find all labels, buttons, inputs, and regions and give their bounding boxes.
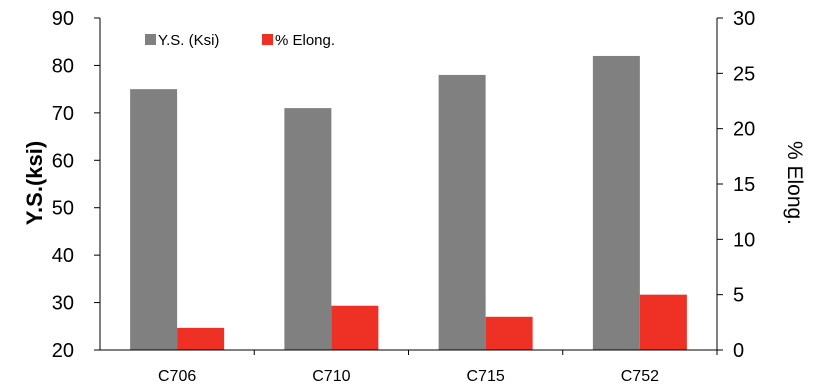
- category-label: C715: [467, 368, 505, 385]
- y-axis-ticks: 20 30 40 50 60 70 80 90: [52, 8, 100, 362]
- bar-ys-C715: [438, 74, 486, 351]
- bar-elong-C710: [331, 305, 379, 350]
- category-label: C752: [621, 368, 659, 385]
- y-tick-label: 40: [52, 245, 74, 267]
- y-tick-label: 70: [52, 103, 74, 125]
- y2-tick-label: 10: [733, 229, 755, 251]
- bar-elong-C715: [485, 316, 533, 350]
- y-tick-label: 90: [52, 8, 74, 30]
- y2-axis-label: % Elong.: [783, 141, 806, 225]
- category-labels: C706 C710 C715 C752: [158, 350, 718, 385]
- category-label: C706: [158, 368, 196, 385]
- bars: [130, 55, 687, 351]
- legend: Y.S. (Ksi) % Elong.: [145, 32, 335, 49]
- y-tick-label: 30: [52, 293, 74, 315]
- y2-tick-label: 5: [733, 285, 744, 307]
- bar-ys-C752: [592, 55, 640, 350]
- y-tick-label: 50: [52, 198, 74, 220]
- y2-tick-label: 20: [733, 119, 755, 141]
- bar-elong-C752: [639, 294, 687, 350]
- y2-tick-label: 15: [733, 174, 755, 196]
- bar-ys-C710: [284, 108, 332, 350]
- y2-tick-label: 25: [733, 63, 755, 85]
- y-tick-label: 80: [52, 55, 74, 77]
- legend-label: Y.S. (Ksi): [158, 32, 219, 49]
- bar-ys-C706: [130, 89, 178, 351]
- y2-tick-label: 0: [733, 340, 744, 362]
- y-tick-label: 60: [52, 150, 74, 172]
- y2-tick-label: 30: [733, 8, 755, 30]
- legend-label: % Elong.: [275, 32, 335, 49]
- category-label: C710: [312, 368, 350, 385]
- legend-swatch: [262, 34, 273, 45]
- y2-axis-ticks: 0 5 10 15 20 25 30: [717, 8, 755, 362]
- legend-swatch: [145, 34, 156, 45]
- y-tick-label: 20: [52, 340, 74, 362]
- y-axis-label: Y.S.(ksi): [22, 141, 47, 225]
- bar-elong-C706: [177, 327, 225, 350]
